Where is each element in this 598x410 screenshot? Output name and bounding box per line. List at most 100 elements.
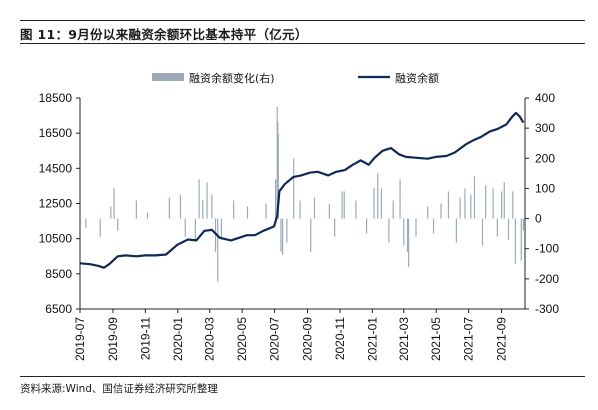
left-tick-label: 6500 [45, 302, 72, 316]
footer-rule [20, 376, 585, 377]
legend-label-line: 融资余额 [395, 71, 439, 85]
change-bar [507, 218, 510, 240]
change-bar [392, 200, 394, 219]
right-tick-label: 300 [535, 121, 555, 135]
change-bar [522, 218, 525, 231]
change-bar [447, 191, 450, 219]
right-tick-label: 100 [535, 181, 555, 195]
change-bar [485, 185, 487, 219]
x-tick-label: 2020-11 [333, 317, 347, 360]
change-bar [341, 191, 343, 219]
change-bar [406, 218, 409, 252]
change-bar [373, 188, 375, 219]
change-bar [365, 218, 368, 234]
change-bar [355, 200, 357, 219]
change-bar [168, 197, 170, 219]
change-bar [286, 218, 288, 243]
change-bar [265, 203, 267, 219]
left-tick-label: 12500 [39, 197, 73, 211]
change-bar [117, 218, 119, 231]
change-bar [280, 218, 282, 252]
source-note: 资料来源:Wind、国信证券经济研究所整理 [20, 383, 218, 395]
change-bar [520, 218, 522, 261]
change-bar [277, 134, 279, 219]
right-tick-label: -300 [535, 302, 559, 316]
change-bar [246, 206, 249, 219]
change-bar [194, 218, 196, 240]
change-bar [135, 200, 137, 219]
right-tick-label: 0 [535, 212, 542, 226]
change-bar [214, 218, 217, 252]
figure-title: 图 11：9月份以来融资余额环比基本持平（亿元） [20, 27, 308, 42]
change-bar [492, 188, 494, 219]
change-bar [455, 218, 458, 243]
left-tick-label: 8500 [45, 267, 72, 281]
x-tick-label: 2019-09 [106, 317, 120, 361]
right-tick-label: 200 [535, 151, 555, 165]
change-bar [110, 206, 112, 219]
change-bar [293, 158, 295, 219]
change-bar [146, 212, 149, 219]
x-tick-label: 2020-03 [203, 317, 217, 361]
change-bar [299, 200, 301, 219]
right-tick-label: 400 [535, 91, 555, 105]
change-bar [275, 179, 277, 219]
x-tick-label: 2021-03 [397, 317, 411, 361]
axes: 6500 8500 10500 12500 14500 16500 18500 -300 -20… [39, 91, 560, 361]
balance-line [79, 111, 525, 269]
change-bar [99, 218, 101, 237]
change-bar [503, 182, 505, 219]
change-bar [407, 218, 410, 267]
change-bar [388, 218, 390, 243]
right-tick-label: -100 [535, 242, 559, 256]
change-bar [313, 197, 316, 219]
x-tick-label: 2020-05 [235, 317, 249, 361]
change-bar [496, 218, 498, 237]
change-bar [85, 218, 87, 228]
change-bar [440, 203, 442, 219]
x-tick-label: 2020-07 [268, 317, 282, 361]
change-bar [377, 173, 379, 219]
change-bar [380, 188, 383, 219]
left-tick-label: 16500 [39, 126, 73, 140]
change-bar [217, 218, 219, 282]
change-bar [470, 194, 472, 219]
change-bar [233, 200, 235, 219]
x-tick-label: 2020-01 [171, 317, 185, 361]
change-bar [403, 218, 405, 246]
bar-series [85, 107, 525, 282]
change-bar [473, 176, 476, 219]
change-bar [343, 191, 345, 219]
change-bar [179, 194, 182, 219]
right-tick-label: -200 [535, 272, 559, 286]
change-bar [415, 218, 417, 237]
legend-label-bar: 融资余额变化(右) [189, 71, 275, 85]
x-tick-label: 2021-01 [365, 317, 379, 361]
change-bar [334, 218, 336, 237]
change-bar [427, 206, 429, 219]
change-bar [206, 182, 208, 219]
change-bar [501, 191, 503, 219]
x-tick-label: 2021-07 [462, 317, 476, 361]
change-bar [328, 203, 330, 219]
change-bar [202, 200, 204, 219]
change-bar [432, 218, 435, 234]
x-tick-label: 2019-07 [73, 317, 87, 361]
change-bar [184, 218, 186, 237]
x-tick-label: 2019-11 [138, 317, 152, 360]
change-bar [514, 218, 517, 264]
change-bar [281, 218, 284, 255]
left-tick-label: 14500 [39, 161, 73, 175]
change-bar [310, 218, 312, 252]
change-bar [512, 191, 514, 219]
legend-swatch-bar [152, 73, 184, 81]
title-rule-top [20, 20, 585, 21]
change-bar [464, 188, 466, 219]
x-tick-label: 2021-05 [429, 317, 443, 361]
change-bar [481, 218, 484, 246]
line-series [79, 111, 525, 269]
left-tick-label: 10500 [39, 232, 73, 246]
change-bar [459, 197, 461, 219]
title-rule-bottom [20, 43, 585, 44]
